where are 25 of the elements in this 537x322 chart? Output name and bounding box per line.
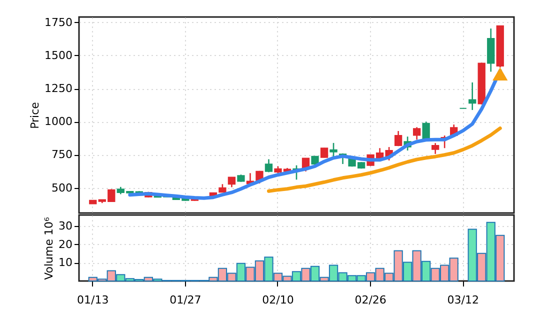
y-tick-label: 1250 <box>44 82 72 96</box>
candlestick <box>228 176 236 188</box>
y-tick-label: 30 <box>58 220 72 232</box>
x-tick-label: 01/13 <box>77 294 109 306</box>
y-tick-label: 20 <box>58 238 72 251</box>
line-series <box>266 126 502 193</box>
x-tick-label: 02/10 <box>262 294 294 306</box>
y-tick-label: 10 <box>58 256 72 270</box>
x-tick-label: 01/27 <box>170 294 202 306</box>
x-tick-label: 03/12 <box>447 294 479 306</box>
y-tick-label: 500 <box>52 181 72 194</box>
x-tick-label: 02/26 <box>354 294 386 306</box>
y-tick-label: 1750 <box>44 16 72 29</box>
y-axis-title: Price <box>28 102 42 129</box>
y-tick-label: 750 <box>52 148 72 162</box>
candlestick <box>320 147 328 158</box>
candlestick <box>432 142 440 155</box>
y-axis-title: Volume 10⁶ <box>42 216 56 280</box>
y-tick-label: 1500 <box>44 48 72 62</box>
candlestick <box>264 158 273 173</box>
candlestick <box>394 130 402 147</box>
y-tick-label: 1000 <box>44 115 72 128</box>
candlestick <box>412 126 421 140</box>
candlestick <box>330 142 338 159</box>
candlestick <box>468 82 476 111</box>
